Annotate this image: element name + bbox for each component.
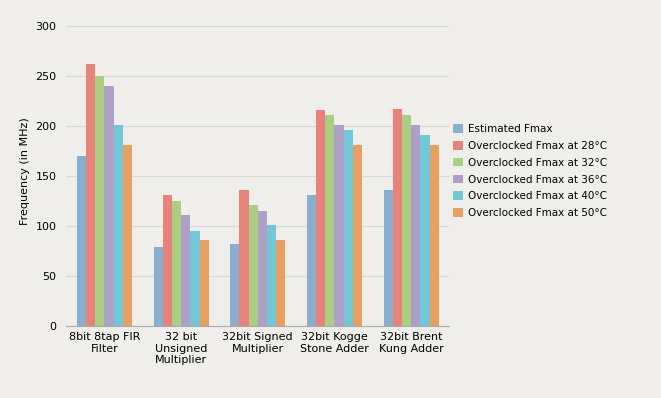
Bar bbox=[411, 125, 420, 326]
Bar bbox=[267, 225, 276, 326]
Bar bbox=[307, 195, 316, 326]
Bar bbox=[325, 115, 334, 326]
Bar bbox=[200, 240, 209, 326]
Bar bbox=[114, 125, 123, 326]
Bar bbox=[172, 201, 181, 326]
Bar bbox=[334, 125, 344, 326]
Bar bbox=[258, 211, 267, 326]
Bar bbox=[239, 190, 249, 326]
Bar bbox=[230, 244, 239, 326]
Bar bbox=[153, 247, 163, 326]
Bar bbox=[95, 76, 104, 326]
Bar bbox=[430, 145, 439, 326]
Bar bbox=[163, 195, 172, 326]
Bar bbox=[276, 240, 286, 326]
Y-axis label: Frequency (in MHz): Frequency (in MHz) bbox=[20, 117, 30, 225]
Bar bbox=[393, 109, 402, 326]
Bar bbox=[104, 86, 114, 326]
Bar bbox=[249, 205, 258, 326]
Bar bbox=[123, 145, 132, 326]
Bar bbox=[353, 145, 362, 326]
Bar bbox=[420, 135, 430, 326]
Bar bbox=[402, 115, 411, 326]
Bar bbox=[86, 64, 95, 326]
Legend: Estimated Fmax, Overclocked Fmax at 28°C, Overclocked Fmax at 32°C, Overclocked : Estimated Fmax, Overclocked Fmax at 28°C… bbox=[453, 124, 607, 218]
Bar bbox=[190, 231, 200, 326]
Bar bbox=[383, 190, 393, 326]
Bar bbox=[77, 156, 86, 326]
Bar bbox=[344, 130, 353, 326]
Bar bbox=[316, 110, 325, 326]
Bar bbox=[181, 215, 190, 326]
